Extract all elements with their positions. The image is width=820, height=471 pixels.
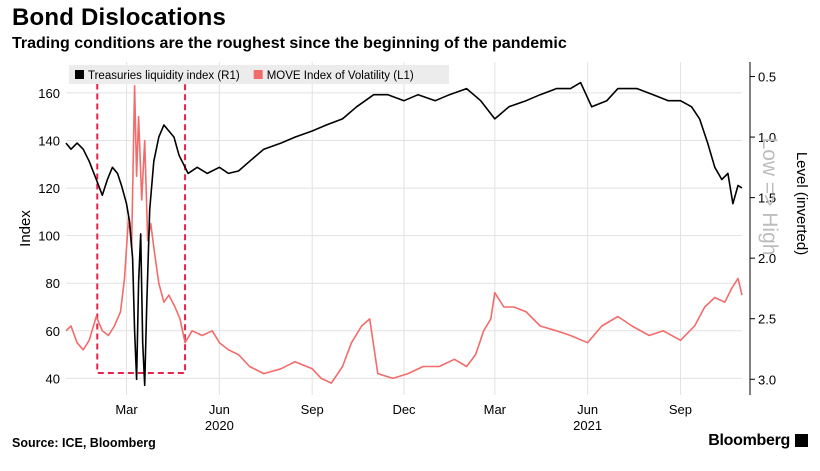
source-note: Source: ICE, Bloomberg <box>12 436 156 450</box>
legend-swatch <box>253 70 263 79</box>
x-tick-label: Sep <box>669 402 692 417</box>
highlight-region <box>96 81 187 374</box>
right-axis-annotation: Low => High <box>758 138 781 256</box>
right-tick-label: 1.5 <box>758 191 776 206</box>
brand-logo: Bloomberg <box>708 432 790 449</box>
x-year-label: 2021 <box>573 418 602 433</box>
series-lines <box>65 81 743 387</box>
left-tick-label: 100 <box>38 229 60 244</box>
legend-swatch <box>75 70 84 79</box>
left-tick-label: 40 <box>46 371 60 386</box>
right-tick-label: 0.5 <box>758 70 776 85</box>
right-tick-label: 2.5 <box>758 312 776 327</box>
right-axis-title: Level (inverted) <box>793 152 810 255</box>
axes: 40 60 80 100 120 140 160 Mar Jun Sep Dec Mar Jun Sep 2… <box>17 62 810 433</box>
x-tick-label: Jun <box>209 402 230 417</box>
x-tick-label: Mar <box>484 402 507 417</box>
x-tick-label: Jun <box>577 402 598 417</box>
legend-label: MOVE Index of Volatility (L1) <box>267 70 414 82</box>
series-line <box>65 85 743 384</box>
chart-subtitle: Trading conditions are the roughest sinc… <box>12 35 567 52</box>
x-tick-label: Mar <box>115 402 138 417</box>
x-tick-label: Dec <box>392 402 416 417</box>
left-tick-label: 60 <box>46 324 60 339</box>
x-year-label: 2020 <box>205 418 234 433</box>
brand-mark-icon <box>795 434 808 447</box>
series-line <box>65 81 743 387</box>
right-tick-label: 3.0 <box>758 372 776 387</box>
left-tick-label: 140 <box>38 133 60 148</box>
right-tick-label: 2.0 <box>758 251 776 266</box>
highlight-box <box>96 81 187 374</box>
chart-title: Bond Dislocations <box>12 4 227 31</box>
left-axis-title: Index <box>17 210 34 247</box>
left-tick-label: 160 <box>38 86 60 101</box>
legend-label: Treasuries liquidity index (R1) <box>88 70 240 82</box>
left-tick-label: 120 <box>38 181 60 196</box>
grid-lines <box>66 62 742 395</box>
left-tick-label: 80 <box>46 276 60 291</box>
legend: Treasuries liquidity index (R1) MOVE Inde… <box>69 65 449 84</box>
x-tick-label: Sep <box>301 402 324 417</box>
right-tick-label: 1.0 <box>758 130 776 145</box>
